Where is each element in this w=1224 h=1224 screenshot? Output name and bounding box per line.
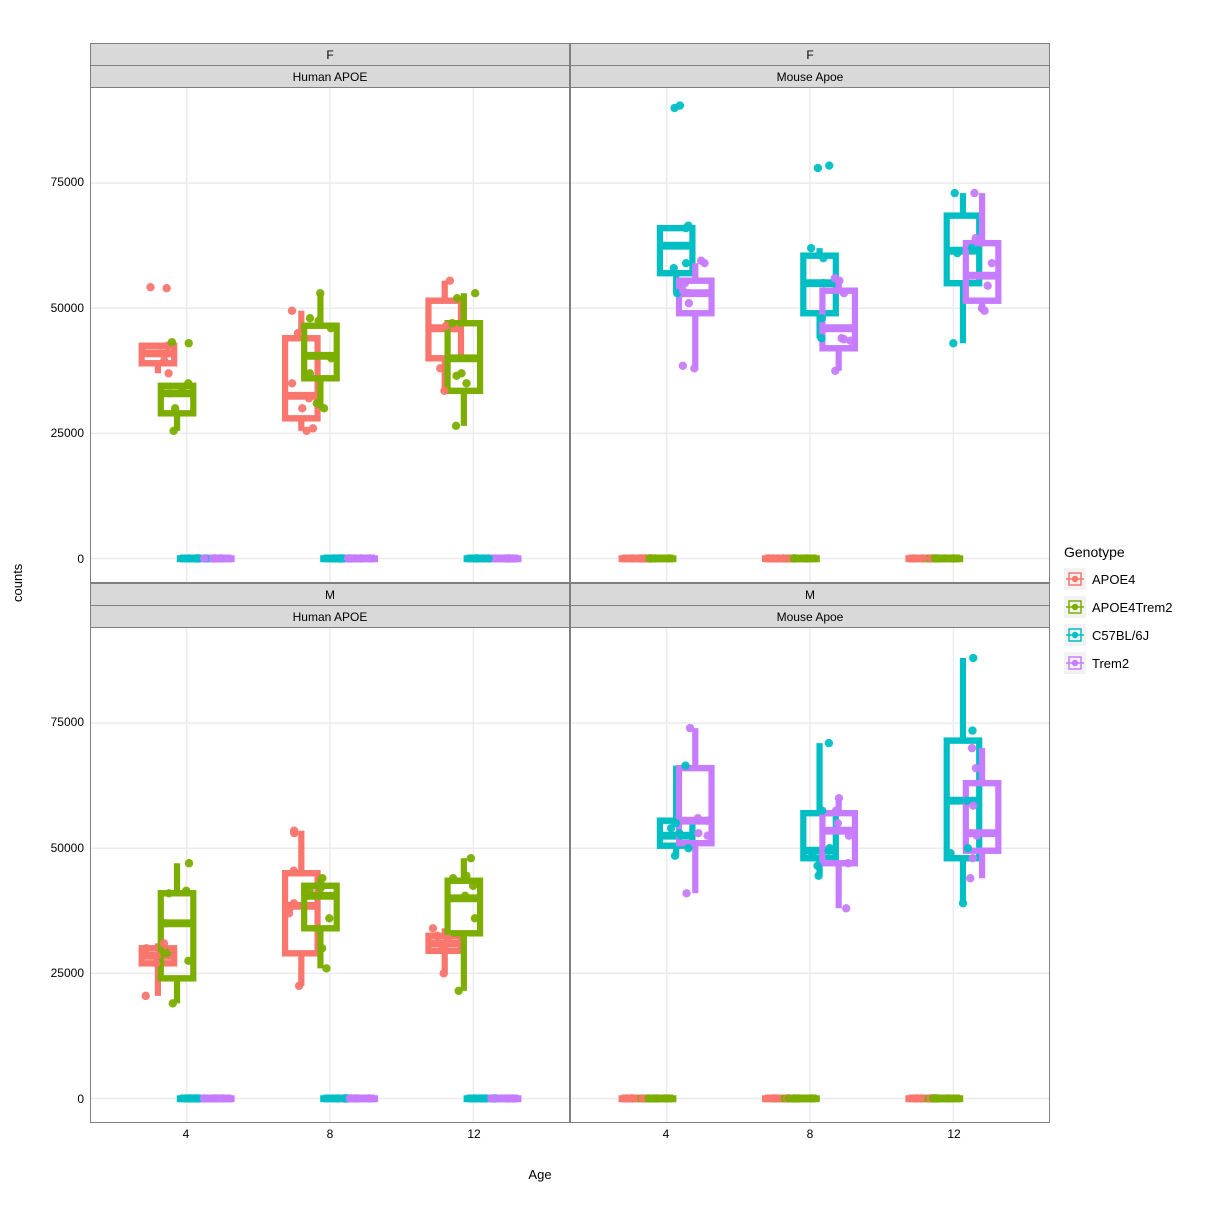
facet-panel: FHuman APOE [90,43,570,583]
legend-item-C57BL6J: C57BL/6J [1064,624,1172,646]
strip-sex: M [571,584,1049,606]
facet-panel: FMouse Apoe [570,43,1050,583]
legend-item-label: APOE4Trem2 [1092,600,1172,615]
legend-title: Genotype [1064,544,1172,560]
y-tick: 0 [77,552,84,566]
x-tick: 4 [663,1127,670,1141]
y-tick: 50000 [51,841,84,855]
points-layer [91,628,569,1122]
points-layer [571,628,1049,1122]
strip-gene: Human APOE [91,606,569,628]
y-axis: 0 25000 50000 75000 [30,43,90,583]
plot-region [571,88,1049,582]
strip-gene: Human APOE [91,66,569,88]
strip-gene: Mouse Apoe [571,66,1049,88]
legend-key-icon [1064,652,1086,674]
x-tick: 4 [183,1127,190,1141]
legend-item-label: APOE4 [1092,572,1135,587]
plot-region [91,88,569,582]
facet-panel: MHuman APOE [90,583,570,1123]
legend-key-icon [1064,568,1086,590]
legend-item-label: C57BL/6J [1092,628,1149,643]
y-tick: 25000 [51,966,84,980]
y-tick: 75000 [51,175,84,189]
plot-area: counts 0250005000075000FHuman APOEFMouse… [10,43,1050,1182]
legend: Genotype APOE4 APOE4Trem2 C57BL/6J Trem2 [1064,544,1172,680]
y-tick: 75000 [51,715,84,729]
facet-panel: MMouse Apoe [570,583,1050,1123]
x-axis-label: Age [30,1167,1050,1182]
legend-item-Trem2: Trem2 [1064,652,1172,674]
figure: counts 0250005000075000FHuman APOEFMouse… [10,10,1214,1214]
y-tick: 50000 [51,301,84,315]
strip-sex: F [571,44,1049,66]
y-axis-label: counts [10,43,30,1123]
x-axis: 4 8 12 [90,1123,570,1163]
strip-gene: Mouse Apoe [571,606,1049,628]
legend-item-APOE4Trem2: APOE4Trem2 [1064,596,1172,618]
x-tick: 8 [327,1127,334,1141]
x-tick: 12 [947,1127,960,1141]
strip-sex: F [91,44,569,66]
points-layer [571,88,1049,582]
plot-region [571,628,1049,1122]
strip-sex: M [91,584,569,606]
y-tick: 25000 [51,426,84,440]
y-axis: 0 25000 50000 75000 [30,583,90,1123]
x-tick: 8 [807,1127,814,1141]
points-layer [91,88,569,582]
legend-item-label: Trem2 [1092,656,1129,671]
y-tick: 0 [77,1092,84,1106]
legend-item-APOE4: APOE4 [1064,568,1172,590]
plot-region [91,628,569,1122]
x-tick: 12 [467,1127,480,1141]
x-axis: 4 8 12 [570,1123,1050,1163]
legend-key-icon [1064,624,1086,646]
legend-key-icon [1064,596,1086,618]
facet-grid: 0250005000075000FHuman APOEFMouse Apoe02… [30,43,1050,1163]
